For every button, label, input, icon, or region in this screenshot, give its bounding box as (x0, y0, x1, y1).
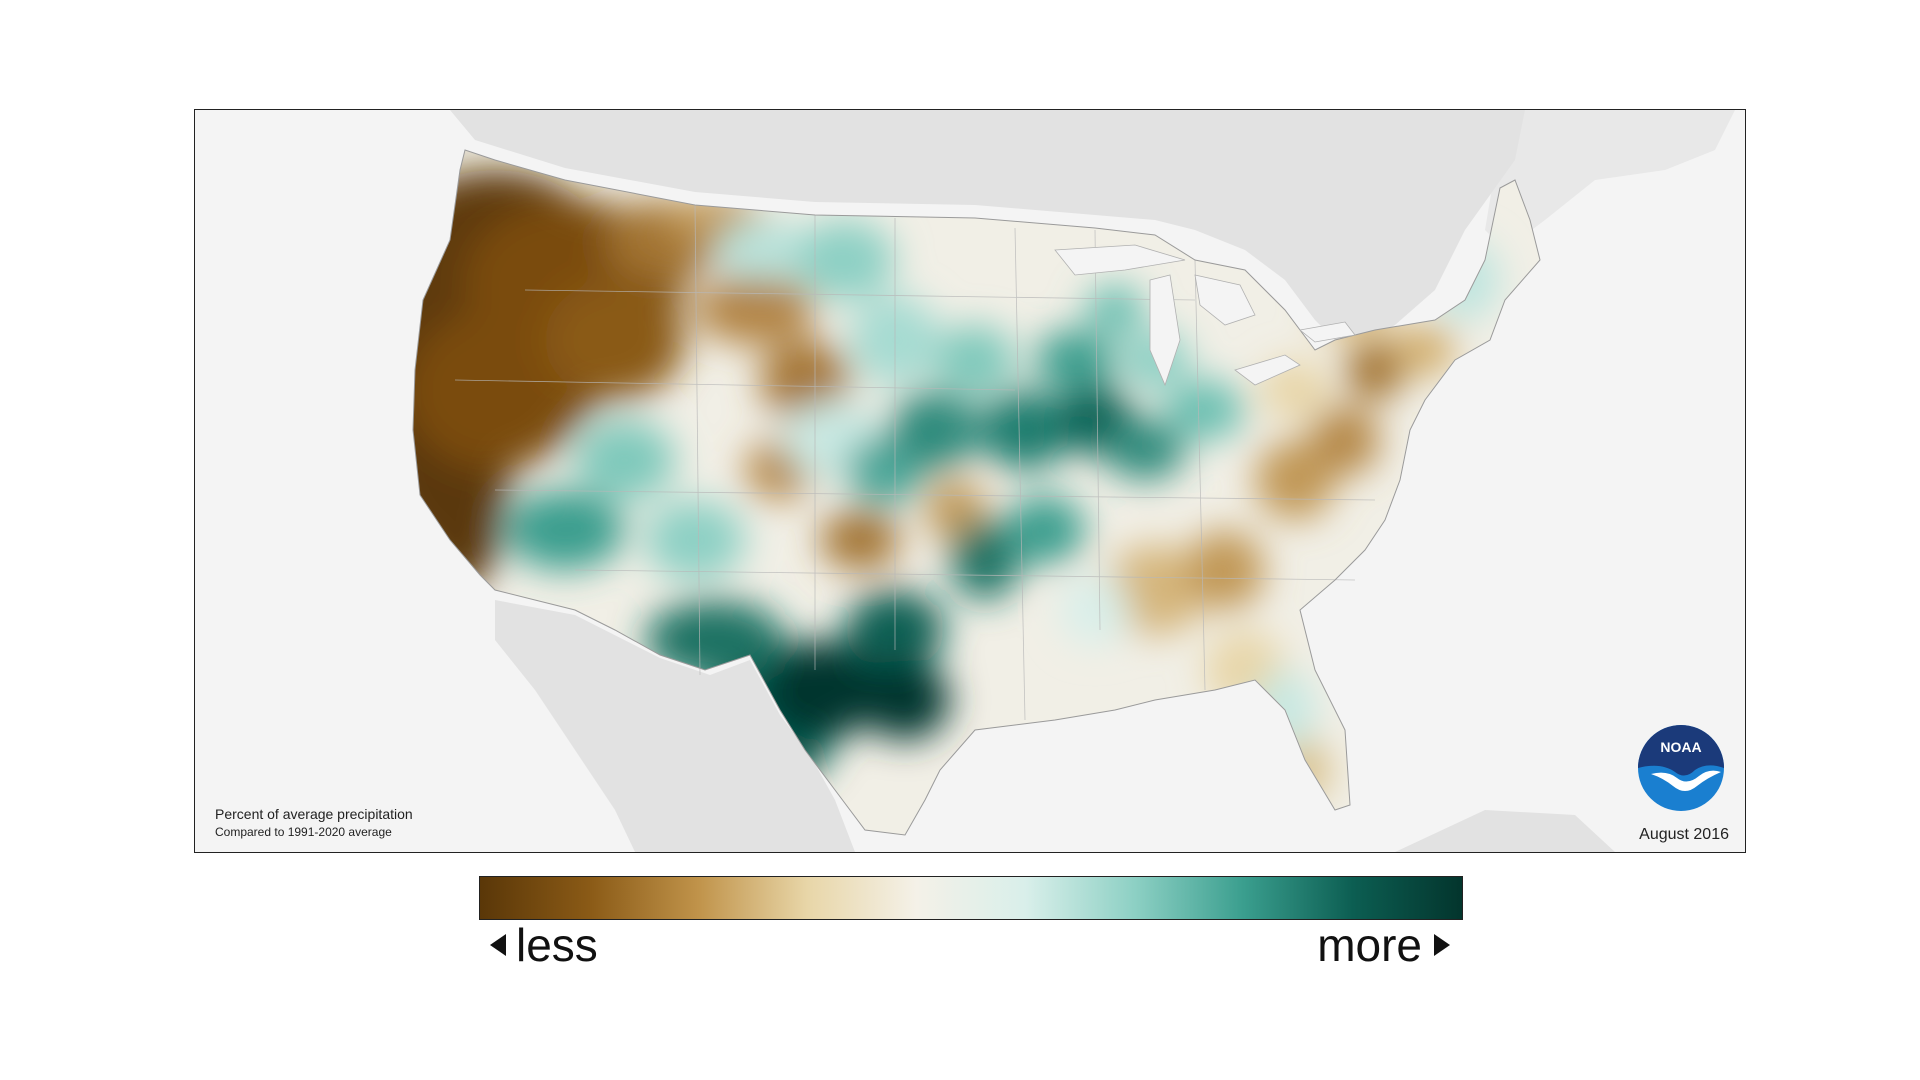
state-boundaries (454, 204, 1376, 721)
map-caption-subtitle: Compared to 1991-2020 average (215, 825, 392, 839)
arrow-left-icon (490, 934, 506, 956)
map-date: August 2016 (1639, 826, 1729, 843)
great-lakes (1054, 244, 1356, 387)
us-outline (412, 149, 1541, 836)
surrounding-land (450, 110, 1735, 852)
legend-less: less (490, 918, 598, 972)
legend-color-bar (479, 876, 1463, 920)
noaa-logo-icon: NOAA (1638, 725, 1724, 811)
legend-less-label: less (516, 919, 598, 971)
precipitation-map: Percent of average precipitation Compare… (194, 109, 1746, 853)
legend-more: more (1317, 918, 1450, 972)
map-caption-title: Percent of average precipitation (215, 806, 413, 822)
noaa-logo-text: NOAA (1660, 739, 1701, 755)
legend-more-label: more (1317, 919, 1422, 971)
map-canvas (412, 110, 1735, 852)
arrow-right-icon (1434, 934, 1450, 956)
